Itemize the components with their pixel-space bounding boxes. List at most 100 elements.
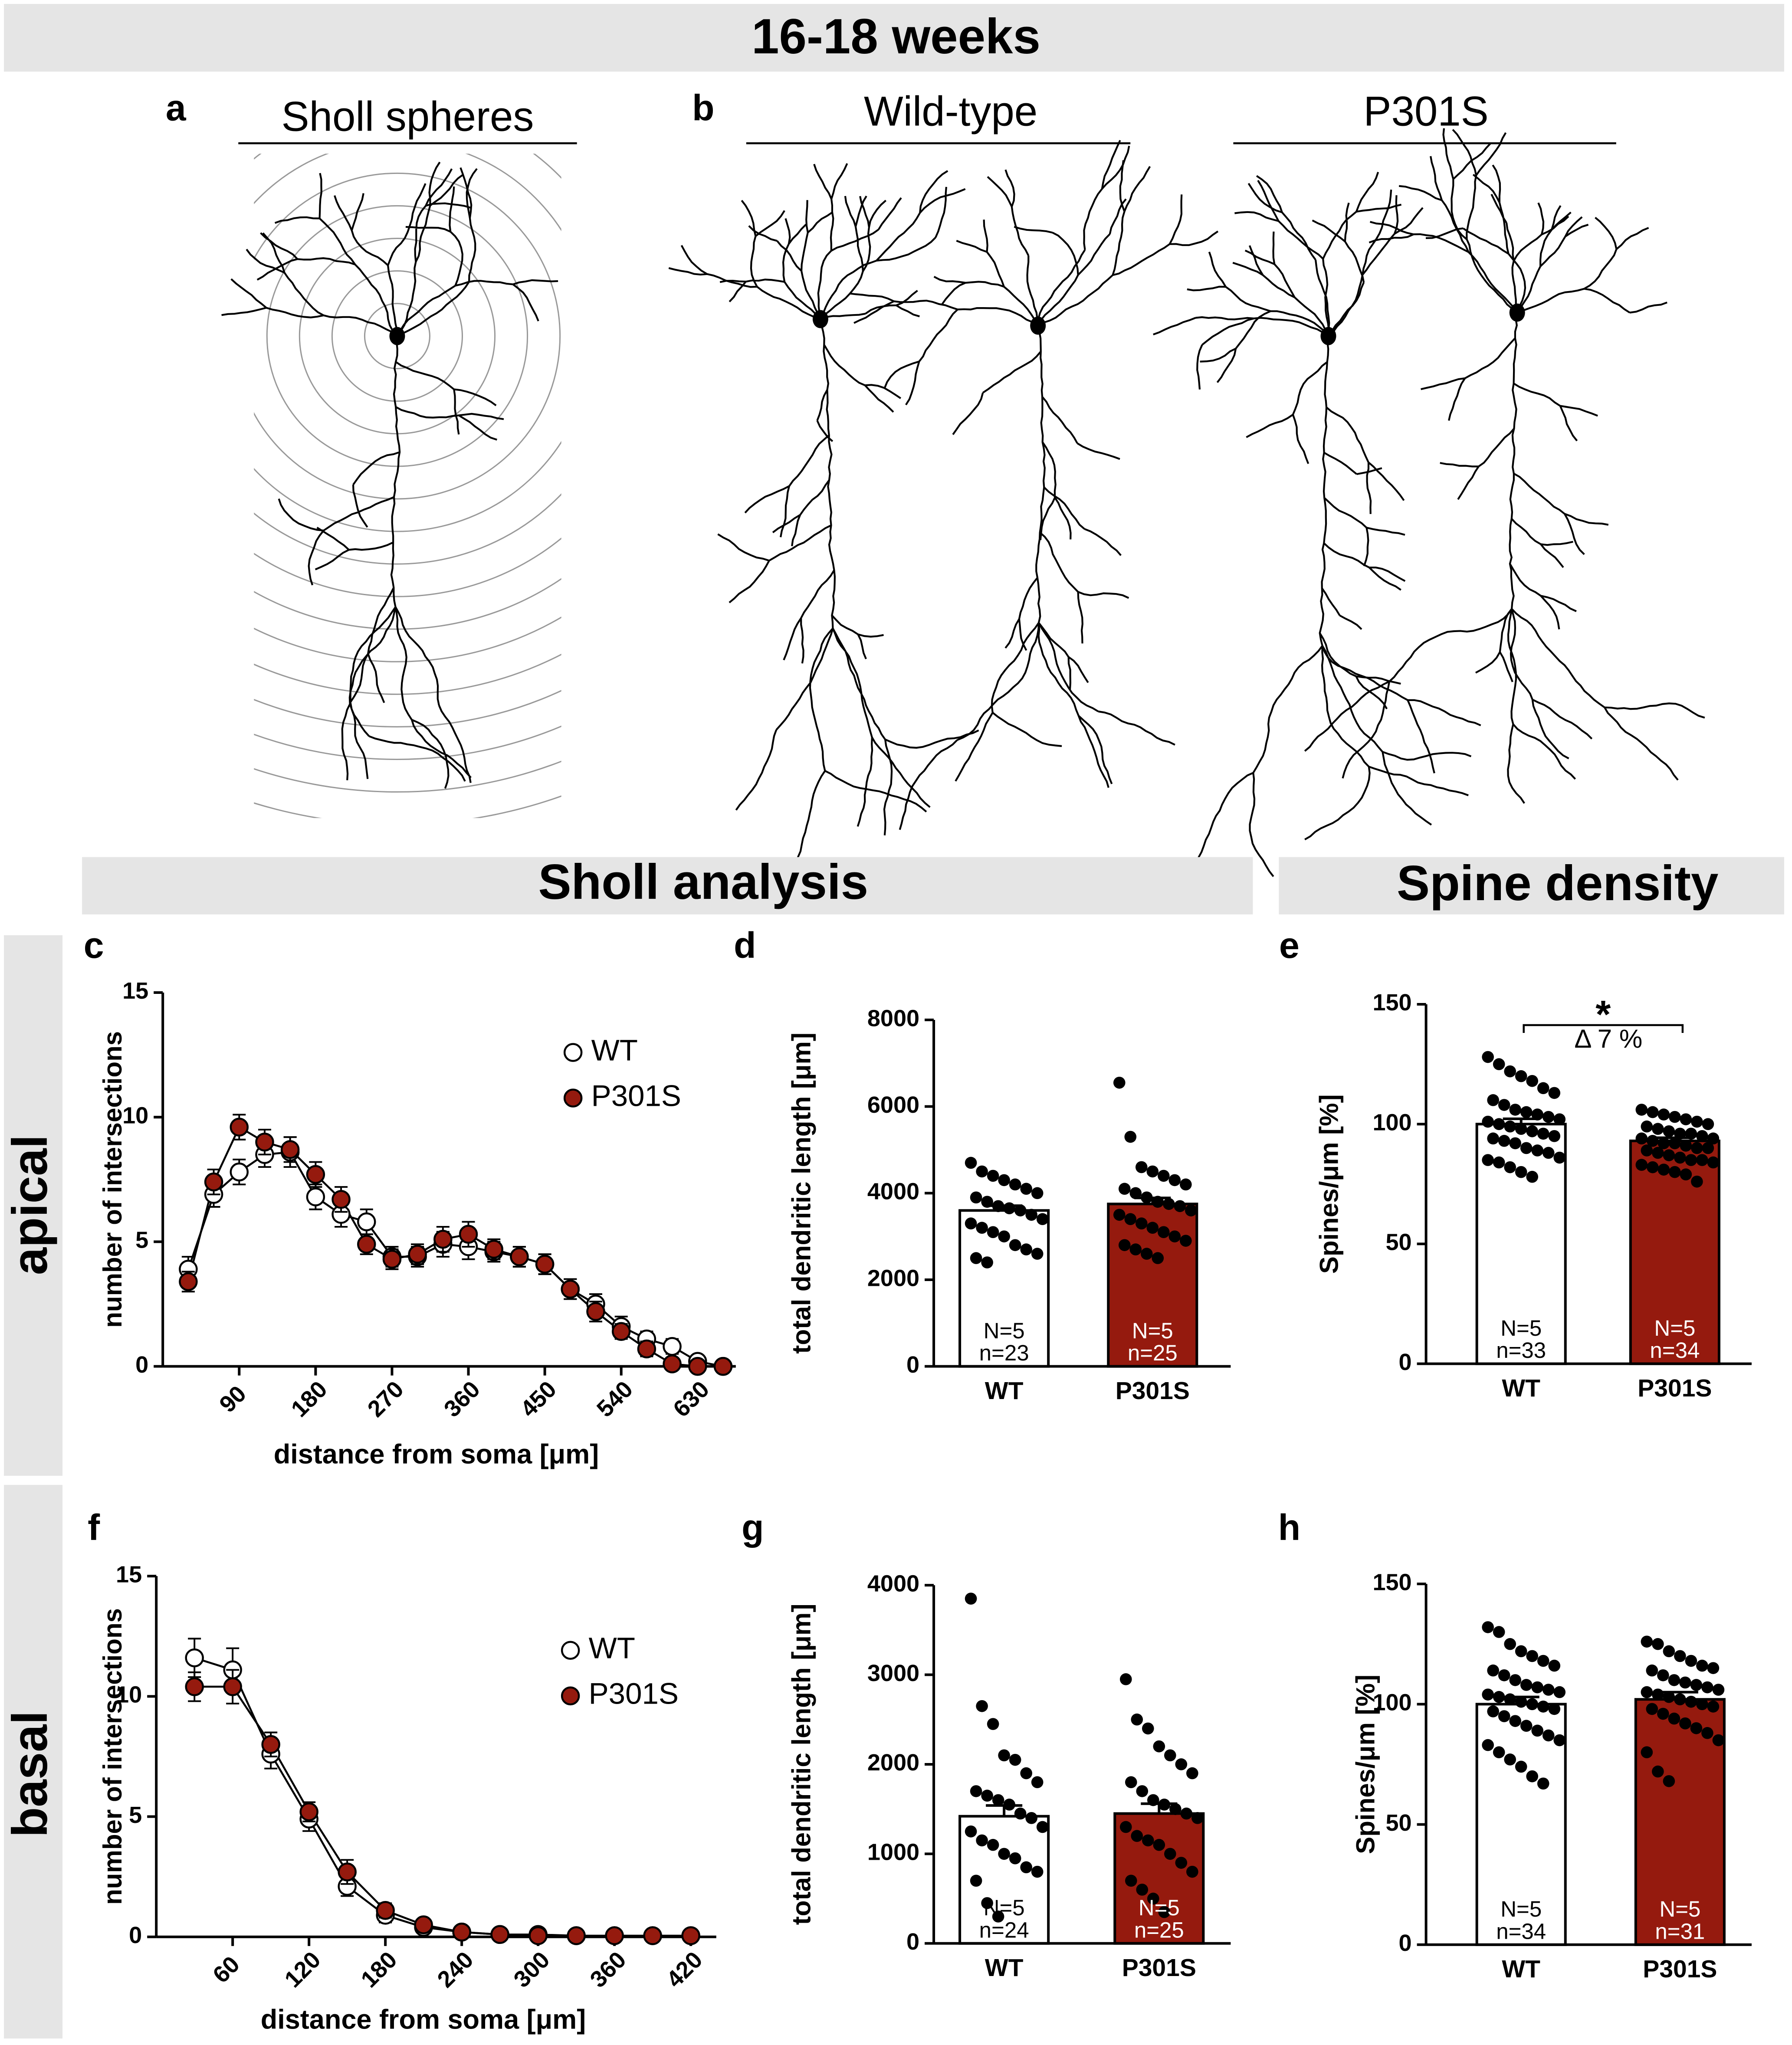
- significance-star: *: [1595, 993, 1611, 1036]
- data-point: [1548, 1130, 1561, 1142]
- data-point: [1158, 1799, 1171, 1811]
- data-point: [1657, 1669, 1669, 1681]
- data-point: [1679, 1676, 1691, 1689]
- data-point: [1504, 1693, 1516, 1706]
- x-tick-label: 120: [279, 1947, 325, 1993]
- panel-letter: d: [734, 925, 756, 966]
- marker: [306, 1165, 325, 1184]
- x-tick-label: P301S: [1638, 1374, 1712, 1402]
- data-point: [1707, 1132, 1720, 1145]
- marker: [637, 1339, 656, 1359]
- data-point: [998, 1230, 1010, 1242]
- y-axis-title: total dendritic length [μm]: [787, 1032, 816, 1354]
- bar-label: n=33: [1496, 1338, 1546, 1363]
- data-point: [1657, 1163, 1670, 1176]
- data-point: [1646, 1703, 1658, 1715]
- marker: [528, 1926, 548, 1945]
- marker: [561, 1279, 580, 1299]
- data-point: [1702, 1142, 1714, 1154]
- neuron-trace: [1153, 171, 1481, 877]
- y-tick-label: 5: [135, 1227, 148, 1253]
- legend-label: WT: [591, 1033, 638, 1067]
- data-point: [1641, 1635, 1653, 1648]
- data-point: [1147, 1892, 1159, 1905]
- marker: [376, 1901, 395, 1920]
- marker: [605, 1926, 624, 1945]
- data-point: [1657, 1137, 1670, 1150]
- marker: [611, 1322, 631, 1341]
- legend-marker: [561, 1686, 580, 1706]
- legend-label: P301S: [591, 1078, 681, 1112]
- data-point: [1548, 1659, 1561, 1672]
- data-point: [1031, 1187, 1044, 1199]
- bar: [958, 1815, 1050, 1945]
- data-point: [1691, 1115, 1703, 1128]
- data-point: [1707, 1662, 1720, 1674]
- data-point: [1020, 1861, 1032, 1874]
- y-tick-label: 4000: [867, 1570, 919, 1596]
- data-point: [1641, 1120, 1653, 1133]
- marker: [185, 1648, 204, 1668]
- data-point: [1635, 1132, 1648, 1145]
- data-point: [1493, 1626, 1505, 1638]
- marker: [223, 1677, 242, 1696]
- data-point: [1531, 1681, 1544, 1694]
- x-tick-label: P301S: [1643, 1955, 1717, 1983]
- data-point: [1647, 1106, 1659, 1118]
- data-point: [998, 1749, 1010, 1762]
- data-point: [1635, 1159, 1648, 1171]
- data-point: [1135, 1217, 1148, 1230]
- data-point: [1031, 1248, 1044, 1260]
- x-tick-label: 240: [432, 1947, 478, 1993]
- marker: [510, 1247, 529, 1266]
- data-point: [1520, 1142, 1533, 1154]
- data-point: [1663, 1125, 1675, 1137]
- x-tick-label: 270: [363, 1376, 409, 1422]
- data-point: [1515, 1695, 1527, 1708]
- marker: [179, 1272, 198, 1291]
- data-point: [1140, 1248, 1153, 1260]
- data-point: [1652, 1147, 1664, 1159]
- soma: [1030, 316, 1046, 335]
- data-point: [1674, 1693, 1686, 1706]
- data-point: [1174, 1200, 1186, 1213]
- marker: [338, 1862, 357, 1881]
- marker: [204, 1172, 223, 1192]
- data-point: [1635, 1104, 1648, 1116]
- marker: [299, 1802, 318, 1822]
- data-point: [1482, 1739, 1494, 1751]
- x-tick-label: WT: [985, 1377, 1024, 1405]
- data-point: [1515, 1645, 1527, 1658]
- row-label: basal: [3, 1711, 58, 1838]
- y-tick-label: 10: [122, 1102, 148, 1128]
- marker: [484, 1239, 503, 1259]
- data-point: [1135, 1161, 1148, 1173]
- data-point: [1504, 1065, 1516, 1078]
- data-point: [1504, 1120, 1516, 1133]
- data-point: [1168, 1230, 1181, 1242]
- marker: [306, 1187, 325, 1206]
- data-point: [1712, 1684, 1725, 1696]
- data-point: [1696, 1130, 1708, 1142]
- bar-label: N=5: [1139, 1895, 1180, 1920]
- data-point: [981, 1789, 993, 1802]
- data-point: [970, 1191, 982, 1204]
- data-point: [1498, 1710, 1510, 1722]
- data-point: [1531, 1144, 1544, 1157]
- x-axis-title: distance from soma [μm]: [261, 2005, 586, 2035]
- data-point: [1168, 1174, 1181, 1186]
- data-point: [1646, 1664, 1658, 1677]
- data-point: [1186, 1767, 1198, 1780]
- x-tick-label: 450: [515, 1376, 561, 1422]
- bar-label: N=5: [984, 1895, 1025, 1920]
- data-point: [987, 1226, 999, 1238]
- data-point: [1113, 1076, 1126, 1089]
- panel-letter: b: [692, 87, 714, 128]
- data-point: [1119, 1673, 1132, 1685]
- data-point: [1515, 1166, 1527, 1178]
- data-point: [1493, 1058, 1505, 1070]
- data-point: [1520, 1106, 1533, 1118]
- y-tick-label: 15: [122, 978, 148, 1004]
- marker: [490, 1925, 509, 1944]
